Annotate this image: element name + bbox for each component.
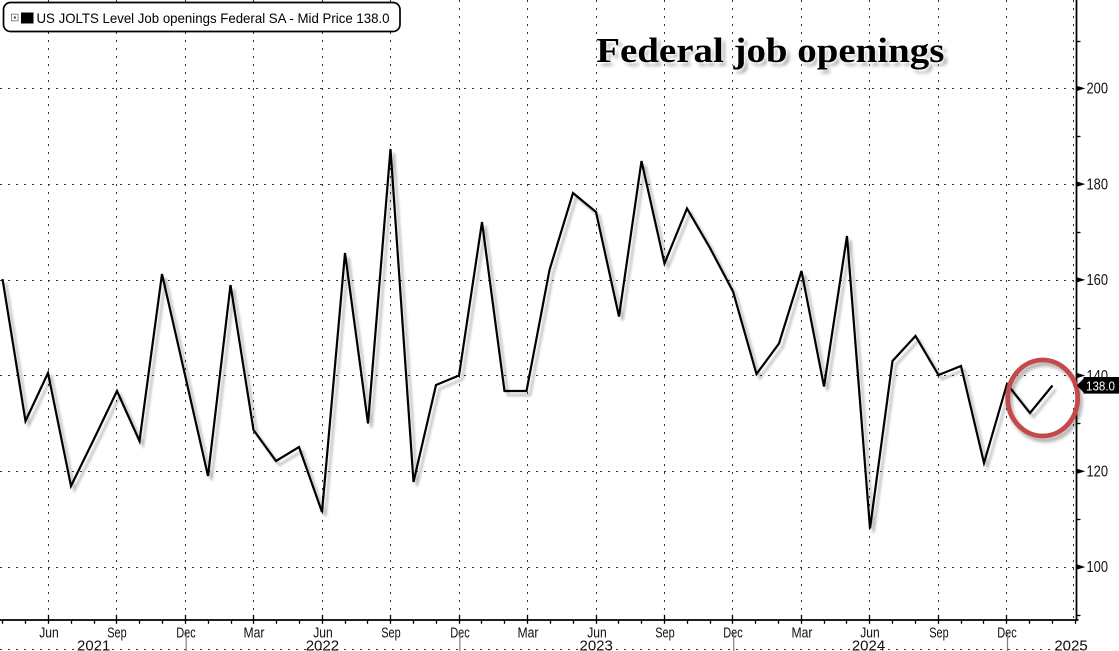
svg-text:120: 120 — [1087, 464, 1109, 481]
svg-text:2021: 2021 — [77, 638, 110, 651]
svg-text:200: 200 — [1087, 81, 1109, 98]
svg-text:138.0: 138.0 — [1086, 378, 1115, 393]
svg-text:Jun: Jun — [39, 625, 59, 642]
svg-text:Sep: Sep — [107, 625, 127, 642]
svg-text:Jun: Jun — [313, 625, 333, 642]
svg-text:2024: 2024 — [852, 638, 885, 651]
svg-text:100: 100 — [1087, 559, 1109, 576]
svg-text:Dec: Dec — [176, 625, 196, 642]
svg-text:2023: 2023 — [580, 638, 613, 651]
svg-text:Dec: Dec — [723, 625, 743, 642]
svg-text:Sep: Sep — [381, 625, 401, 642]
svg-text:Jun: Jun — [860, 625, 880, 642]
svg-text:2025: 2025 — [1054, 638, 1087, 651]
svg-text:Dec: Dec — [450, 625, 470, 642]
svg-text:Mar: Mar — [792, 625, 813, 642]
svg-text:Jun: Jun — [587, 625, 607, 642]
svg-text:US JOLTS Level Job openings Fe: US JOLTS Level Job openings Federal SA -… — [37, 10, 390, 26]
svg-text:Dec: Dec — [997, 625, 1017, 642]
svg-text:180: 180 — [1087, 176, 1109, 193]
svg-text:Mar: Mar — [244, 625, 265, 642]
svg-text:160: 160 — [1087, 272, 1109, 289]
svg-text:Mar: Mar — [518, 625, 539, 642]
svg-text:Sep: Sep — [655, 625, 675, 642]
svg-text:Sep: Sep — [929, 625, 949, 642]
svg-text:2022: 2022 — [306, 638, 339, 651]
